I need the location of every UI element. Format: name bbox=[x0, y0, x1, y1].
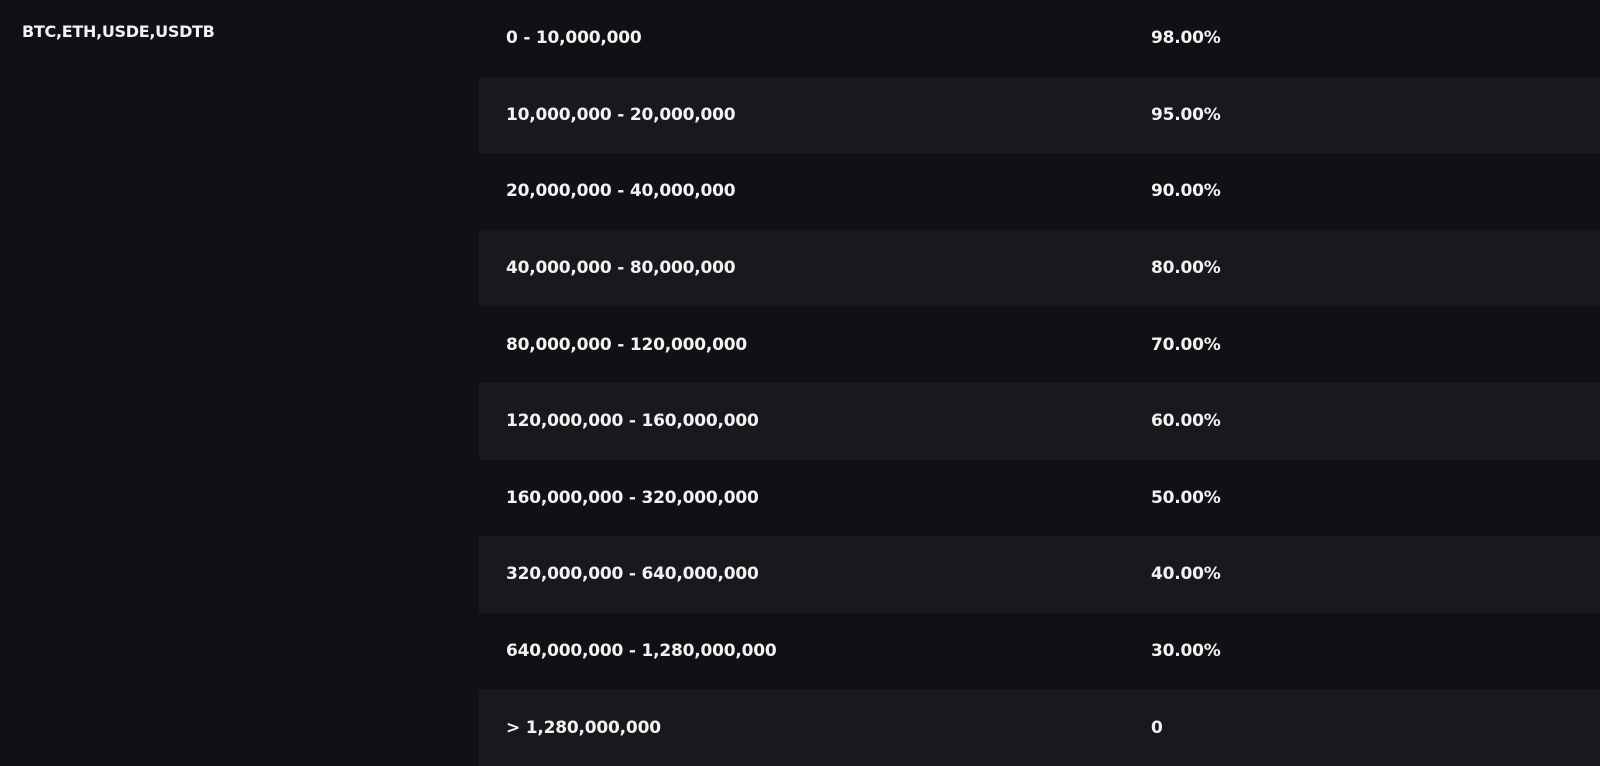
table-row: 160,000,000 - 320,000,000 50.00% bbox=[479, 459, 1600, 537]
table-row: 120,000,000 - 160,000,000 60.00% bbox=[479, 382, 1600, 460]
tier-ratio: 0 bbox=[1151, 717, 1163, 738]
tier-ratio: 98.00% bbox=[1151, 28, 1221, 49]
tier-ratio: 30.00% bbox=[1151, 641, 1221, 662]
tier-range: 40,000,000 - 80,000,000 bbox=[506, 258, 736, 279]
table-row: > 1,280,000,000 0 bbox=[479, 689, 1600, 766]
tier-range: > 1,280,000,000 bbox=[506, 717, 661, 738]
tier-range: 20,000,000 - 40,000,000 bbox=[506, 181, 736, 202]
tier-ratio: 50.00% bbox=[1151, 487, 1221, 508]
asset-group-cell: BTC,ETH,USDE,USDTB bbox=[0, 0, 479, 756]
tier-range: 120,000,000 - 160,000,000 bbox=[506, 411, 759, 432]
tier-ratio: 90.00% bbox=[1151, 181, 1221, 202]
tier-range: 160,000,000 - 320,000,000 bbox=[506, 487, 759, 508]
tier-range: 80,000,000 - 120,000,000 bbox=[506, 334, 748, 355]
table-row: 40,000,000 - 80,000,000 80.00% bbox=[479, 229, 1600, 307]
tier-range: 640,000,000 - 1,280,000,000 bbox=[506, 641, 777, 662]
table-row: 0 - 10,000,000 98.00% bbox=[479, 0, 1600, 77]
tier-ratio: 80.00% bbox=[1151, 258, 1221, 279]
tier-ratio: 40.00% bbox=[1151, 564, 1221, 585]
tier-range: 10,000,000 - 20,000,000 bbox=[506, 104, 736, 125]
table-row: 640,000,000 - 1,280,000,000 30.00% bbox=[479, 612, 1600, 690]
table-row: 10,000,000 - 20,000,000 95.00% bbox=[479, 76, 1600, 154]
tier-rows: 0 - 10,000,000 98.00% 10,000,000 - 20,000… bbox=[479, 0, 1600, 766]
tier-range: 0 - 10,000,000 bbox=[506, 28, 642, 49]
tier-ratio: 70.00% bbox=[1151, 334, 1221, 355]
table-row: 80,000,000 - 120,000,000 70.00% bbox=[479, 306, 1600, 383]
tier-ratio: 95.00% bbox=[1151, 104, 1221, 125]
table-row: 20,000,000 - 40,000,000 90.00% bbox=[479, 153, 1600, 230]
tier-range: 320,000,000 - 640,000,000 bbox=[506, 564, 759, 585]
asset-group-label: BTC,ETH,USDE,USDTB bbox=[22, 22, 215, 41]
tier-ratio: 60.00% bbox=[1151, 411, 1221, 432]
table-row: 320,000,000 - 640,000,000 40.00% bbox=[479, 536, 1600, 613]
